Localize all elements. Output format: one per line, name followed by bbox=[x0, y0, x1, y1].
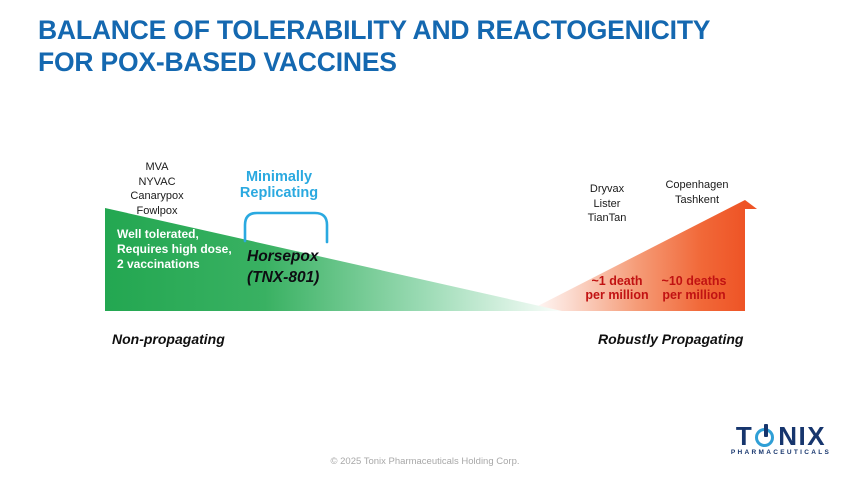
slide-title: BALANCE OF TOLERABILITY AND REACTOGENICI… bbox=[38, 14, 818, 78]
minimally-replicating-label: Minimally Replicating bbox=[228, 169, 330, 201]
axis-label-robustly-propagating: Robustly Propagating bbox=[598, 331, 744, 347]
mortality-high-line2: per million bbox=[662, 288, 726, 302]
slide-title-line1: BALANCE OF TOLERABILITY AND REACTOGENICI… bbox=[38, 15, 711, 45]
vaccine-name: Copenhagen bbox=[665, 179, 729, 191]
tonix-logo: T NIX PHARMACEUTICALS bbox=[729, 421, 833, 456]
vaccine-name: NYVAC bbox=[138, 175, 176, 188]
reactogenicity-wedge-flag bbox=[745, 200, 757, 209]
logo-tagline: PHARMACEUTICALS bbox=[730, 449, 832, 456]
logo-letters-nix: NIX bbox=[778, 421, 827, 451]
vaccine-name: Canarypox bbox=[130, 190, 184, 202]
bracket-icon bbox=[243, 211, 329, 244]
horsepox-label: Horsepox (TNX-801) bbox=[247, 246, 319, 288]
mortality-high-label: ~10 deaths per million bbox=[646, 274, 742, 302]
tonix-logo-wordmark: T NIX bbox=[729, 421, 833, 451]
replicating-vaccine-list-1: Dryvax Lister TianTan bbox=[567, 182, 647, 226]
non-replicating-vaccine-list: MVA NYVAC Canarypox Fowlpox bbox=[97, 160, 217, 218]
axis-label-non-propagating: Non-propagating bbox=[112, 331, 225, 347]
vaccine-name: Tashkent bbox=[674, 193, 720, 206]
tolerability-wedge bbox=[105, 208, 562, 311]
logo-letter-t: T bbox=[735, 421, 754, 451]
horsepox-code: (TNX-801) bbox=[247, 269, 320, 286]
mortality-low-line2: per million bbox=[585, 288, 649, 302]
vaccine-name: Lister bbox=[593, 197, 621, 210]
horsepox-name: Horsepox bbox=[247, 248, 319, 265]
minimally-replicating-line1: Minimally bbox=[245, 169, 313, 185]
reactogenicity-wedge bbox=[528, 200, 745, 311]
vaccine-name: Dryvax bbox=[589, 183, 625, 195]
tolerability-note-line: Well tolerated, bbox=[117, 227, 199, 241]
vaccine-name: TianTan bbox=[587, 212, 627, 224]
mortality-low-label: ~1 death per million bbox=[572, 274, 662, 302]
tolerability-note-line: 2 vaccinations bbox=[117, 257, 200, 272]
power-stem-icon bbox=[764, 424, 768, 437]
minimally-replicating-line2: Replicating bbox=[239, 184, 319, 201]
vaccine-name: MVA bbox=[145, 161, 169, 173]
copyright-text: © 2025 Tonix Pharmaceuticals Holding Cor… bbox=[330, 456, 520, 467]
vaccine-name: Fowlpox bbox=[136, 204, 178, 217]
mortality-high-line1: ~10 deaths bbox=[661, 274, 727, 288]
mortality-low-line1: ~1 death bbox=[591, 274, 643, 288]
tolerability-note-line: Requires high dose, bbox=[117, 242, 232, 257]
replicating-vaccine-list-2: Copenhagen Tashkent bbox=[642, 178, 752, 207]
slide-title-line2: FOR POX-BASED VACCINES bbox=[38, 47, 397, 77]
power-button-icon bbox=[755, 424, 776, 447]
tolerability-note: Well tolerated, Requires high dose, 2 va… bbox=[117, 227, 232, 273]
